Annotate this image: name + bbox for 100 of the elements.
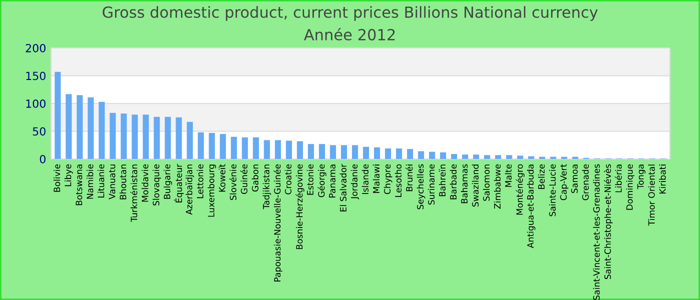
y-tick-label: 200 — [26, 44, 46, 52]
x-tick-label: Bhoutan — [120, 164, 126, 200]
y-tick-label: 100 — [26, 99, 46, 108]
bar — [142, 114, 149, 159]
bar — [506, 155, 512, 159]
x-tick-label: Slovaquie — [152, 164, 161, 206]
x-tick-label: Salomon — [482, 164, 490, 201]
x-tick-label: Libéria — [614, 164, 622, 192]
y-tick-label: 50 — [32, 127, 46, 136]
x-tick-label: Malte — [504, 164, 512, 187]
x-tick-label: Tadjikistan — [262, 164, 272, 210]
x-tick-label: Équateur — [174, 164, 184, 202]
x-tick-label: Saint-Vincent-et-les-Grenadines — [593, 164, 600, 300]
x-tick-label: Jordanie — [350, 164, 360, 200]
bar — [352, 145, 358, 159]
bar — [88, 97, 94, 159]
bar — [473, 154, 480, 159]
x-tick-label: Timor Oriental — [648, 164, 655, 226]
x-tick-label: Antigua-et-Barbuda — [527, 164, 536, 248]
bar — [296, 141, 303, 159]
bar — [274, 140, 281, 159]
x-tick-label: Tonga — [637, 164, 646, 190]
bar — [374, 147, 380, 159]
y-tick-label: 0 — [40, 154, 46, 164]
x-tick-label: Bulgarie — [164, 164, 172, 199]
x-tick-label: Sainte-Lucie — [549, 164, 556, 216]
x-tick-label: Moldavie — [142, 164, 148, 202]
bar — [242, 137, 248, 159]
x-tick-label: Islande — [362, 164, 369, 194]
x-tick-label: Dominique — [626, 164, 634, 210]
x-tick-label: Vanuatu — [108, 164, 116, 200]
bar — [484, 155, 490, 159]
bar — [318, 144, 325, 159]
x-tick-label: Kiribati — [659, 164, 666, 194]
x-tick-label: Swaziland — [472, 164, 479, 207]
bar — [528, 156, 534, 159]
bar — [495, 155, 502, 159]
bar — [164, 116, 171, 159]
chart-subtitle: Année 2012 — [304, 28, 395, 40]
x-tick-label: Croatie — [284, 164, 292, 194]
x-tick-label: Botswana — [76, 164, 82, 206]
x-tick-label: Saint-Christophe-et-Niévès — [604, 164, 613, 280]
x-tick-label: Zimbabwe — [494, 164, 501, 209]
x-tick-label: Géorgie — [318, 164, 326, 198]
x-tick-label: Bolivie — [54, 164, 60, 192]
x-tick-label: El Salvador — [340, 164, 346, 212]
bar — [120, 113, 127, 159]
bar — [462, 154, 468, 159]
x-tick-label: Slovénie — [229, 164, 236, 200]
x-tick-label: Samoa — [571, 164, 578, 193]
bar — [230, 136, 237, 159]
x-tick-label: Lettonie — [196, 164, 204, 198]
bar — [176, 117, 182, 159]
chart-title: Gross domestic product, current prices Billions National currency — [102, 6, 598, 21]
bar — [429, 152, 436, 159]
bar — [66, 94, 72, 159]
bar — [440, 152, 446, 159]
x-tick-label: Seychelles — [416, 164, 426, 210]
y-tick-label: 150 — [26, 72, 46, 80]
x-tick-label: Guinée — [240, 164, 248, 194]
x-tick-label: Bahamas — [460, 164, 468, 204]
x-tick-label: Lituanie — [98, 164, 104, 198]
x-tick-label: Luxembourg — [208, 164, 216, 217]
x-tick-label: Barbade — [450, 164, 457, 200]
bar — [517, 156, 524, 159]
bar — [451, 154, 458, 159]
x-tick-label: Lesotho — [394, 164, 402, 197]
bar — [418, 151, 424, 159]
x-tick-label: Monténégro — [516, 164, 524, 215]
x-tick-label: Bosnie-Herzégovine — [296, 164, 304, 250]
bar — [330, 145, 336, 159]
bar — [220, 134, 226, 159]
bar — [198, 132, 204, 159]
x-tick-label: Suriname — [428, 164, 435, 205]
bar — [132, 114, 138, 159]
x-tick-label: Cap-Vert — [560, 164, 568, 200]
x-tick-label: Koweït — [218, 164, 226, 192]
bar — [396, 148, 402, 159]
x-tick-label: Turkménistan — [130, 164, 138, 222]
bar — [362, 146, 370, 159]
bar — [186, 122, 193, 159]
bar — [208, 132, 215, 159]
x-tick-label: Libye — [64, 164, 73, 186]
x-tick-label: Panama — [329, 164, 336, 198]
x-tick-label: Malawi — [372, 164, 380, 193]
bar — [385, 148, 392, 159]
x-tick-label: Azerbaïdjan — [186, 164, 194, 215]
bar — [308, 144, 314, 159]
bar — [98, 102, 105, 159]
x-tick-label: Bahreïn — [438, 164, 446, 196]
x-tick-label: Belize — [538, 164, 545, 189]
bar — [54, 72, 61, 159]
bar — [407, 149, 414, 159]
bar — [264, 140, 270, 159]
x-tick-label: Grenade — [582, 164, 589, 200]
bar — [110, 112, 116, 159]
bar — [340, 145, 348, 159]
x-tick-label: Papouasie-Nouvelle-Guinée — [274, 164, 282, 282]
x-tick-label: Brunéi — [406, 164, 413, 192]
x-tick-label: Estonie — [306, 164, 314, 195]
